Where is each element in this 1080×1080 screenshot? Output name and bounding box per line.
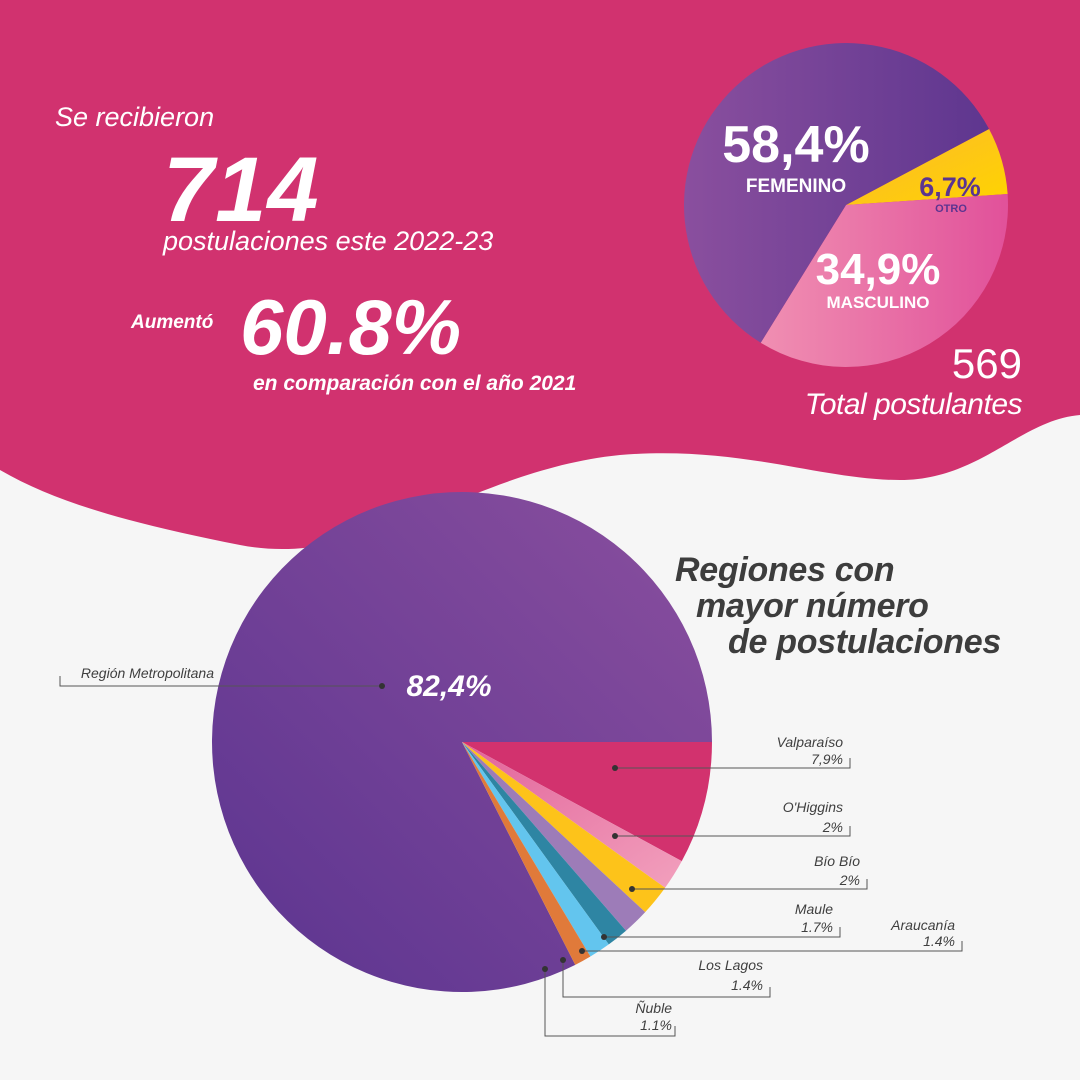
gender-label-otro: OTRO [935, 203, 967, 215]
region-slice-los-lagos [462, 742, 609, 957]
region-label-nuble: Ñuble [635, 1000, 672, 1016]
gender-percent-masculino: 34,9% [816, 245, 941, 294]
region-pie-chart: 82,4% [212, 492, 712, 993]
region-slice-araucania [462, 742, 626, 945]
region-title-line-2: mayor número [696, 587, 929, 625]
region-title-line-1: Regiones con [675, 551, 895, 589]
applications-caption: postulaciones este 2022-23 [163, 226, 494, 256]
leader-line-maule [604, 927, 841, 938]
region-label-o-higgins: O'Higgins [783, 799, 843, 815]
region-label-los-lagos: Los Lagos [698, 957, 763, 973]
region-slice-o-higgins [462, 742, 682, 888]
increase-caption: en comparación con el año 2021 [253, 372, 577, 395]
increase-value: 60.8% [240, 283, 462, 371]
region-label-araucania: Araucanía [890, 917, 955, 933]
region-slice-nuble [462, 742, 591, 965]
leader-dot-los-lagos [560, 957, 566, 963]
gender-label-masculino: MASCULINO [827, 293, 930, 312]
gender-label-femenino: FEMENINO [746, 176, 846, 197]
leader-dot-araucania [579, 948, 585, 954]
intro-text: Se recibieron [55, 102, 215, 132]
applications-count: 714 [163, 139, 320, 241]
leader-dot-nuble [542, 966, 548, 972]
leader-line-los-lagos [562, 960, 771, 998]
gender-slice-femenino [683, 42, 990, 343]
region-slice-region-metropolitana [212, 492, 712, 993]
region-label-maule: Maule [795, 901, 833, 917]
region-percent-araucania: 1.4% [923, 933, 955, 949]
region-slice-valparaiso [462, 742, 712, 862]
leader-line-nuble [544, 969, 676, 1037]
region-percent-valparaiso: 7,9% [811, 751, 843, 767]
leader-line-o-higgins [615, 826, 851, 837]
total-applicants-count: 569 [951, 340, 1022, 387]
gender-percent-otro: 6,7% [919, 172, 981, 202]
leader-line-araucania [582, 941, 963, 952]
region-percent-region-metropolitana: 82,4% [406, 670, 491, 703]
gender-percent-femenino: 58,4% [722, 116, 869, 174]
region-percent-o-higgins: 2% [822, 819, 843, 835]
leader-line-region-metropolitana [59, 676, 382, 687]
leader-dot-o-higgins [612, 833, 618, 839]
increase-label: Aumentó [131, 312, 214, 333]
region-percent-bio-bio: 2% [839, 872, 860, 888]
leader-dot-bio-bio [629, 886, 635, 892]
leader-line-valparaiso [615, 758, 851, 769]
leader-dot-valparaiso [612, 765, 618, 771]
region-slice-maule [462, 742, 646, 931]
gender-pie-chart: 58,4%FEMENINO 6,7%OTRO 34,9%MASCULINO [683, 42, 1009, 367]
region-percent-maule: 1.7% [801, 919, 833, 935]
region-chart-title: Regiones con mayor número de postulacion… [670, 552, 1001, 660]
region-percent-nuble: 1.1% [640, 1017, 672, 1033]
leader-line-bio-bio [632, 879, 868, 890]
region-slice-bio-bio [462, 742, 666, 913]
gender-slice-masculino [760, 194, 1009, 367]
region-label-region-metropolitana: Región Metropolitana [81, 665, 214, 681]
leader-dot-maule [601, 934, 607, 940]
leader-dot-region-metropolitana [379, 683, 385, 689]
region-label-valparaiso: Valparaíso [777, 734, 844, 750]
region-label-bio-bio: Bío Bío [814, 853, 860, 869]
total-applicants-caption: Total postulantes [804, 388, 1023, 421]
region-title-line-3: de postulaciones [728, 623, 1001, 661]
region-percent-los-lagos: 1.4% [731, 977, 763, 993]
gender-slice-otro [846, 128, 1008, 205]
